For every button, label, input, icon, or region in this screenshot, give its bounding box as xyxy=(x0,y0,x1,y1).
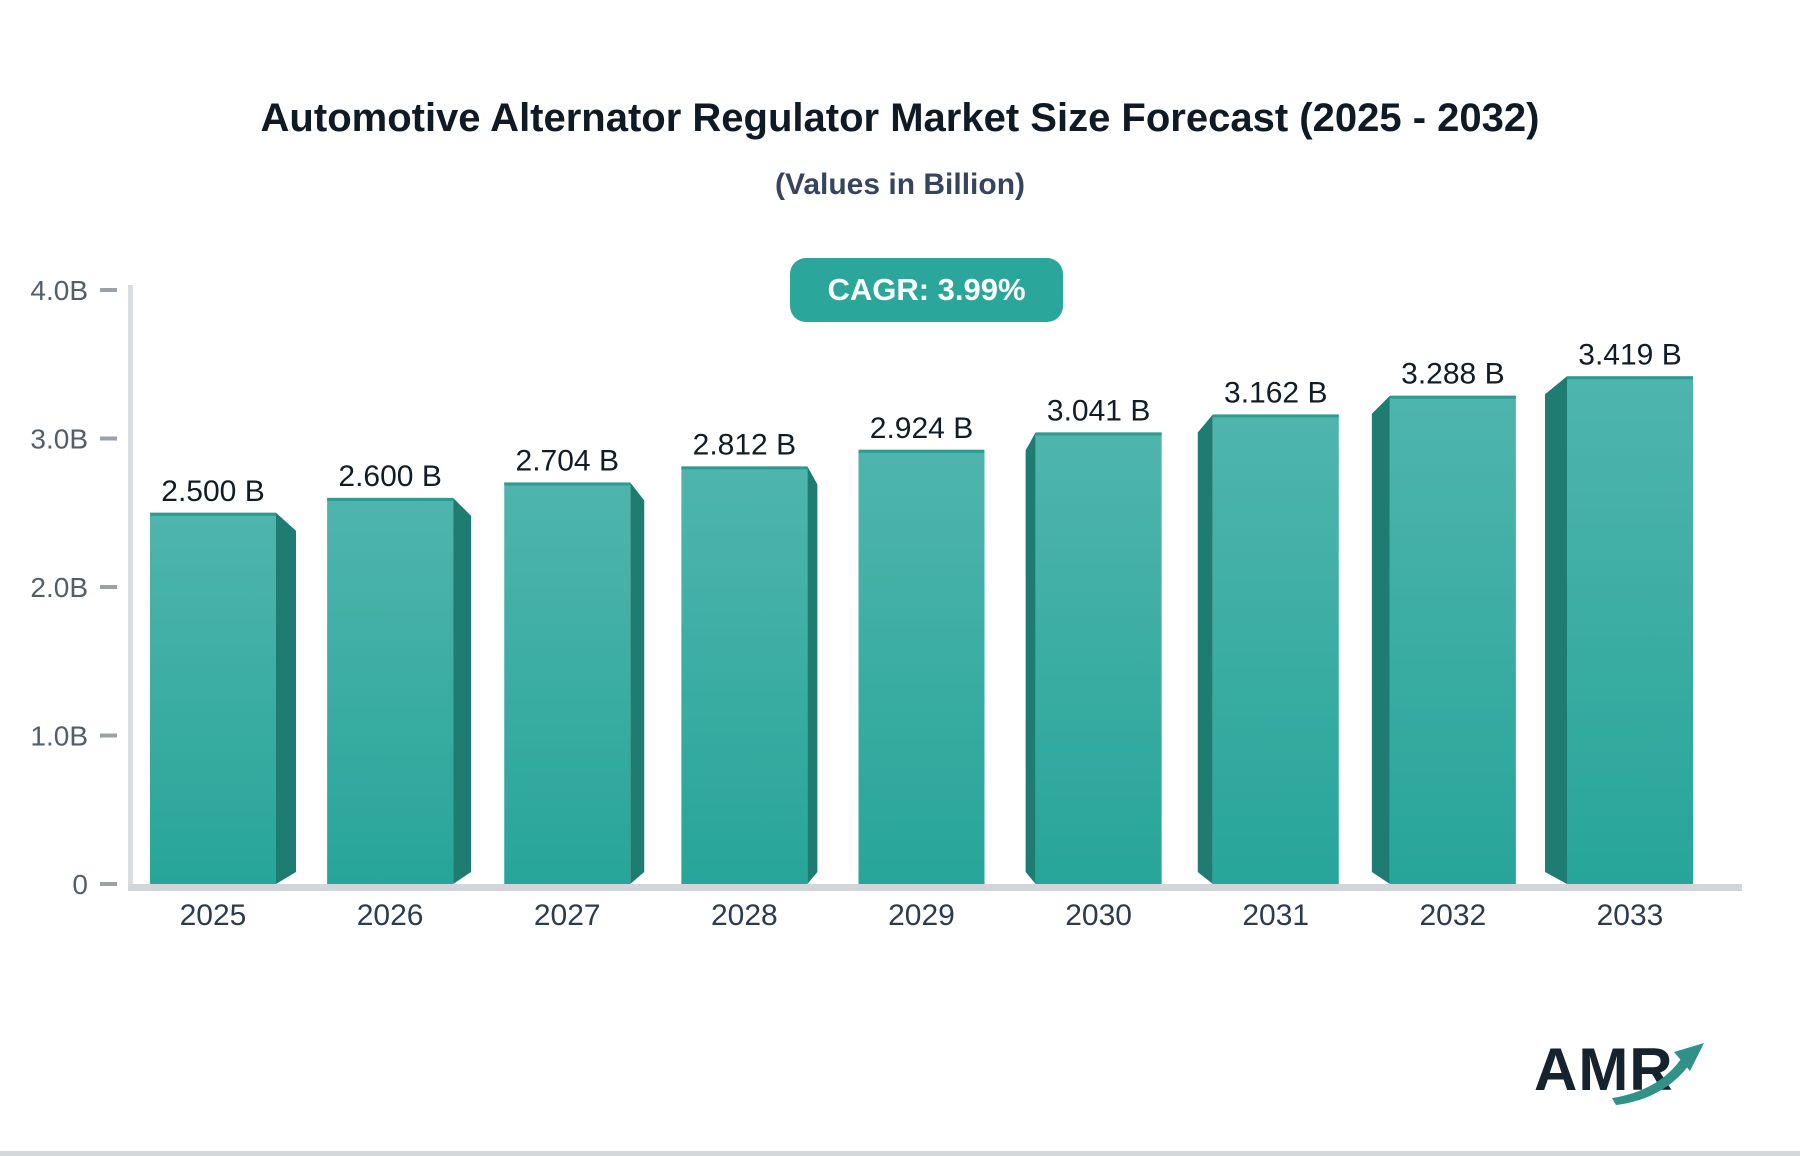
bar-value-label: 3.288 B xyxy=(1401,358,1504,391)
chart-title: Automotive Alternator Regulator Market S… xyxy=(260,96,1540,140)
amr-logo: AMR xyxy=(1520,1025,1740,1120)
y-tick-label: 1.0B xyxy=(30,721,88,752)
bar-3d-side xyxy=(630,482,645,884)
x-tick-label: 2028 xyxy=(711,899,778,932)
bar-3d-side xyxy=(1197,414,1213,884)
bar-value-label: 2.812 B xyxy=(693,428,796,461)
x-tick-label: 2026 xyxy=(357,899,424,932)
x-axis-baseline xyxy=(128,884,1742,891)
bar-2031: 3.162 B 2031 xyxy=(1197,376,1339,932)
x-tick-label: 2027 xyxy=(534,899,601,932)
y-tick-dash xyxy=(100,585,117,589)
bar-value-label: 2.924 B xyxy=(870,412,973,445)
bar-3d-side xyxy=(276,512,296,884)
bar-2032: 3.288 B 2032 xyxy=(1371,358,1516,932)
bar-face xyxy=(1389,395,1516,884)
bar-face xyxy=(858,449,985,884)
bar-2030: 3.041 B 2030 xyxy=(1025,394,1162,932)
y-axis: 4.0B 3.0B 2.0B 1.0B 0 xyxy=(30,275,133,900)
trending-up-arrow-icon xyxy=(1612,1043,1704,1105)
bar-face xyxy=(681,466,808,884)
chart-subtitle: (Values in Billion) xyxy=(774,168,1026,201)
y-tick-dash xyxy=(100,436,117,441)
bars: 2.500 B 2025 2.600 B 2026 2.704 B 2027 2.812 B… xyxy=(150,338,1693,932)
x-tick-label: 2032 xyxy=(1420,899,1487,932)
x-tick-label: 2025 xyxy=(180,899,247,932)
y-tick-dash xyxy=(100,288,117,292)
bar-face xyxy=(1212,414,1339,884)
bar-top-edge xyxy=(327,497,454,501)
bar-face xyxy=(1035,432,1162,884)
bar-2033: 3.419 B 2033 xyxy=(1545,338,1693,932)
y-axis-line xyxy=(128,285,133,891)
bar-2026: 2.600 B 2026 xyxy=(327,460,472,932)
bar-value-label: 3.162 B xyxy=(1224,376,1327,409)
y-tick-dash xyxy=(100,733,117,738)
bar-top-edge xyxy=(1567,376,1693,380)
bar-top-edge xyxy=(504,482,631,486)
cagr-badge: CAGR: 3.99% xyxy=(790,258,1063,322)
x-tick-label: 2029 xyxy=(888,899,955,932)
bar-3d-side xyxy=(1545,376,1567,884)
bar-top-edge xyxy=(681,466,808,470)
bar-top-edge xyxy=(1212,414,1339,418)
y-tick-label: 3.0B xyxy=(30,424,88,455)
bar-value-label: 2.704 B xyxy=(516,444,619,477)
bar-value-label: 2.600 B xyxy=(338,460,441,493)
bar-face xyxy=(150,512,276,884)
bar-value-label: 2.500 B xyxy=(161,475,264,508)
bar-face xyxy=(1567,376,1693,884)
y-tick-label: 4.0B xyxy=(30,275,88,306)
bottom-border xyxy=(0,1151,1800,1156)
bar-top-edge xyxy=(1035,432,1162,436)
bar-3d-side xyxy=(807,466,818,884)
bar-2029: 2.924 B 2029 xyxy=(858,412,985,932)
x-tick-label: 2030 xyxy=(1065,899,1132,932)
bar-top-edge xyxy=(150,512,276,516)
bar-face xyxy=(327,497,454,884)
bar-top-edge xyxy=(1389,395,1516,399)
x-tick-label: 2033 xyxy=(1597,899,1664,932)
y-tick-dash xyxy=(100,882,117,886)
baseline-bar xyxy=(128,884,1742,891)
bar-2027: 2.704 B 2027 xyxy=(504,444,645,932)
bar-2025: 2.500 B 2025 xyxy=(150,475,296,932)
bar-3d-side xyxy=(453,497,472,884)
bar-3d-side xyxy=(1371,395,1390,884)
y-tick-label: 0 xyxy=(72,869,88,900)
bar-3d-side xyxy=(1025,432,1036,884)
bar-value-label: 3.419 B xyxy=(1578,338,1681,371)
y-tick-label: 2.0B xyxy=(30,572,88,603)
bar-face xyxy=(504,482,631,884)
bar-value-label: 3.041 B xyxy=(1047,394,1150,427)
x-tick-label: 2031 xyxy=(1242,899,1309,932)
bar-top-edge xyxy=(858,449,985,453)
bar-2028: 2.812 B 2028 xyxy=(681,428,818,932)
